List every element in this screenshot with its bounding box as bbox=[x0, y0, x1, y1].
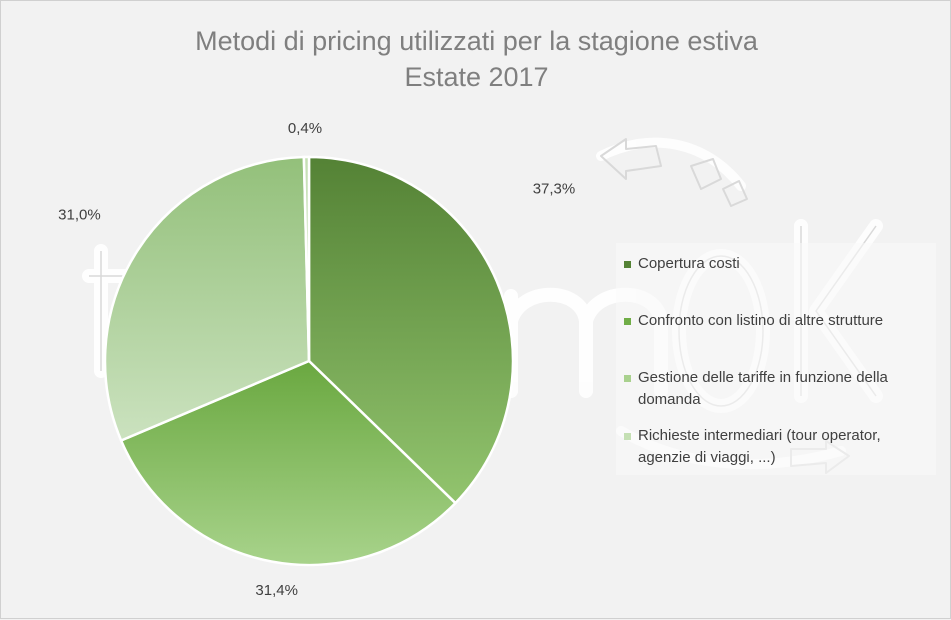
legend-swatch-icon bbox=[624, 318, 631, 325]
chart-title-line1: Metodi di pricing utilizzati per la stag… bbox=[195, 26, 758, 56]
legend-item-gestione: Gestione delle tariffe in funzione della… bbox=[624, 367, 930, 411]
legend-label: Copertura costi bbox=[638, 255, 740, 272]
legend-swatch-icon bbox=[624, 433, 631, 440]
label-richieste-intermediari: 0,4% bbox=[288, 120, 322, 137]
label-confronto-listino: 31,4% bbox=[255, 582, 298, 599]
legend-label: Richieste intermediari (tour operator, a… bbox=[638, 427, 881, 466]
slice-copertura-costi bbox=[307, 155, 515, 505]
legend-item-richieste: Richieste intermediari (tour operator, a… bbox=[624, 425, 930, 469]
legend-label: Gestione delle tariffe in funzione della… bbox=[638, 369, 888, 408]
slice-gestione-tariffe bbox=[103, 155, 311, 443]
slice-richieste-intermediari bbox=[302, 155, 311, 362]
legend-swatch-icon bbox=[624, 375, 631, 382]
label-gestione-tariffe: 31,0% bbox=[58, 207, 101, 224]
legend: Copertura costi Confronto con listino di… bbox=[616, 243, 936, 475]
chart-title: Metodi di pricing utilizzati per la stag… bbox=[1, 23, 951, 95]
chart-subtitle: Estate 2017 bbox=[404, 62, 549, 92]
legend-item-copertura: Copertura costi bbox=[624, 253, 930, 275]
slice-confronto-listino bbox=[119, 359, 458, 567]
legend-item-confronto: Confronto con listino di altre strutture bbox=[624, 310, 930, 332]
legend-label: Confronto con listino di altre strutture bbox=[638, 312, 884, 329]
label-copertura-costi: 37,3% bbox=[533, 181, 576, 198]
legend-swatch-icon bbox=[624, 261, 631, 268]
